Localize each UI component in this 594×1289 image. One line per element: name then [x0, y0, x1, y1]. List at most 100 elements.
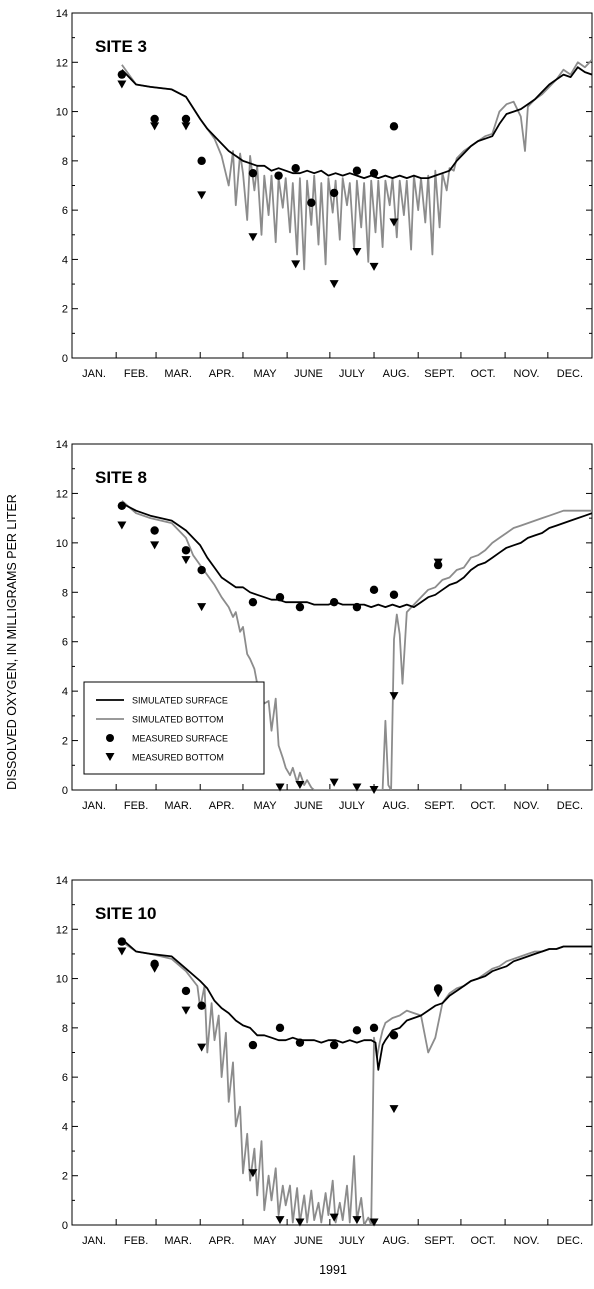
- x-tick-label: FEB.: [124, 1235, 148, 1247]
- x-tick-label: JULY: [339, 800, 366, 812]
- measured-surface-point: [248, 1040, 258, 1050]
- measured-surface-point: [117, 501, 127, 510]
- chart-panel-1: 0 2 4 6 8 10 12 14 JAN. FEB. MAR. APR. MAY JUNE JULY AU…: [56, 8, 593, 380]
- x-tick-label: NOV.: [514, 1235, 540, 1247]
- measured-bottom-point: [295, 781, 305, 790]
- measured-bottom-point: [352, 1216, 362, 1225]
- measured-surface-point: [329, 597, 339, 607]
- x-tick-label: JULY: [339, 1235, 366, 1247]
- measured-surface-point: [352, 1026, 362, 1035]
- y-tick-label: 14: [56, 875, 68, 887]
- y-tick-label: 10: [56, 107, 68, 119]
- measured-bottom-point: [117, 521, 127, 530]
- y-tick-label: 2: [62, 736, 68, 748]
- measured-bottom-point: [248, 233, 258, 242]
- measured-bottom-point: [181, 1006, 191, 1015]
- measured-surface-point: [369, 585, 379, 595]
- plot-frame: [71, 879, 593, 1226]
- measured-surface-point: [307, 198, 316, 207]
- x-tick-label: OCT.: [470, 800, 495, 812]
- x-tick-label: MAY: [254, 1235, 278, 1247]
- x-tick-label: JUNE: [294, 1235, 323, 1247]
- measured-bottom-point: [433, 558, 443, 567]
- y-tick-label: 10: [56, 974, 68, 986]
- measured-bottom-point: [369, 786, 379, 794]
- measured-surface-point: [389, 590, 399, 599]
- measured-surface-point: [117, 70, 127, 79]
- measured-surface-point: [197, 565, 206, 575]
- y-tick-label: 8: [62, 1023, 68, 1035]
- plot-frame: [71, 12, 593, 359]
- measured-surface-point: [248, 168, 258, 178]
- x-tick-label: APR.: [209, 368, 235, 380]
- measured-surface-point: [329, 1040, 339, 1050]
- measured-bottom-point: [433, 989, 443, 998]
- simulated-surface-line: [121, 66, 592, 180]
- measured-bottom-point: [369, 262, 379, 271]
- y-tick-label: 2: [62, 1171, 68, 1183]
- x-tick-label: MAR.: [164, 368, 192, 380]
- measured-surface-point: [369, 1023, 379, 1033]
- y-tick-label: 0: [62, 785, 68, 797]
- measured-bottom-point: [352, 783, 362, 792]
- x-tick-label: FEB.: [124, 800, 148, 812]
- measured-surface-point: [295, 1038, 305, 1047]
- x-tick-label: APR.: [209, 1235, 235, 1247]
- measured-surface-point: [181, 114, 191, 124]
- legend-label: MEASURED SURFACE: [132, 734, 228, 744]
- measured-bottom-point: [150, 122, 160, 131]
- panel-title: SITE 10: [95, 904, 156, 923]
- y-tick-label: 0: [62, 1220, 68, 1232]
- measured-surface-point: [295, 602, 305, 612]
- y-tick-label: 2: [62, 304, 68, 316]
- x-tick-label: JULY: [339, 368, 366, 380]
- panel-title: SITE 3: [95, 37, 147, 56]
- x-tick-label: JAN.: [82, 800, 106, 812]
- measured-surface-point: [117, 937, 127, 946]
- measured-surface-point: [197, 156, 206, 166]
- measured-surface-point: [352, 602, 362, 612]
- measured-surface-point: [181, 546, 191, 555]
- x-tick-label: JAN.: [82, 1235, 106, 1247]
- measured-surface-point: [389, 1031, 399, 1040]
- measured-bottom-point: [275, 783, 285, 792]
- panel-title: SITE 8: [95, 468, 147, 487]
- x-tick-label: DEC.: [557, 800, 583, 812]
- y-tick-label: 0: [62, 353, 68, 365]
- y-tick-label: 6: [62, 1072, 68, 1084]
- x-tick-label: OCT.: [470, 368, 495, 380]
- measured-bottom-point: [197, 191, 207, 200]
- measured-bottom-point: [117, 80, 127, 89]
- x-tick-label: SEPT.: [424, 368, 455, 380]
- y-tick-label: 12: [56, 924, 68, 936]
- x-tick-label: MAR.: [164, 1235, 192, 1247]
- measured-surface-point: [197, 1001, 206, 1010]
- x-tick-label: NOV.: [514, 368, 540, 380]
- measured-bottom-point: [248, 1169, 258, 1178]
- y-tick-label: 4: [62, 686, 68, 698]
- y-tick-label: 8: [62, 156, 68, 168]
- measured-surface-point: [352, 166, 362, 175]
- measured-surface-point: [291, 164, 300, 173]
- simulated-bottom-line: [121, 59, 592, 271]
- measured-bottom-point: [150, 964, 160, 973]
- measured-bottom-point: [369, 1218, 379, 1227]
- y-tick-label: 14: [56, 439, 68, 451]
- x-tick-label: MAR.: [164, 800, 192, 812]
- x-axis-label: 1991: [319, 1263, 347, 1277]
- measured-surface-point: [248, 597, 258, 607]
- x-tick-label: SEPT.: [424, 1235, 455, 1247]
- x-tick-label: NOV.: [514, 800, 540, 812]
- x-tick-label: DEC.: [557, 368, 583, 380]
- y-tick-label: 14: [56, 8, 68, 20]
- y-tick-label: 8: [62, 587, 68, 599]
- x-tick-label: FEB.: [124, 368, 148, 380]
- measured-bottom-point: [181, 556, 191, 565]
- legend-label: SIMULATED BOTTOM: [132, 715, 224, 725]
- measured-bottom-point: [275, 1216, 285, 1225]
- y-tick-label: 4: [62, 1121, 68, 1133]
- simulated-bottom-line: [121, 940, 592, 1225]
- x-tick-label: SEPT.: [424, 800, 455, 812]
- x-tick-label: MAY: [254, 368, 278, 380]
